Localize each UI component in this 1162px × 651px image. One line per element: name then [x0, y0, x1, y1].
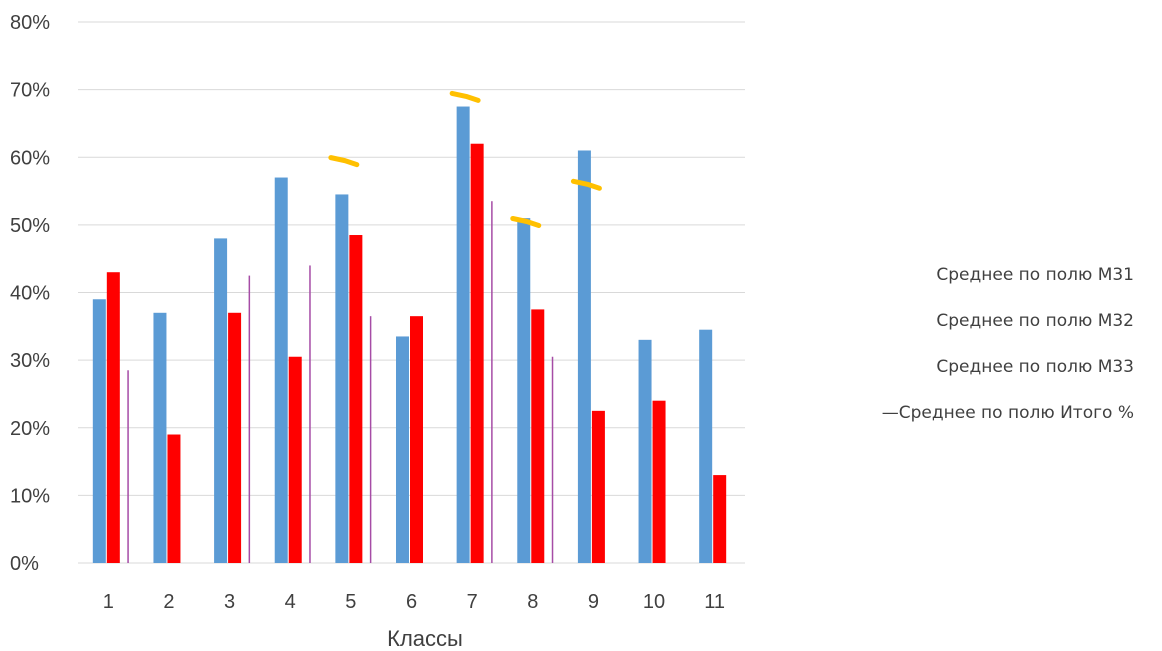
bar-1-9 — [577, 150, 591, 564]
total-line-segment-7 — [449, 90, 481, 103]
bar-1-4 — [274, 177, 288, 563]
legend: Среднее по полю М31 Среднее по полю М32 … — [882, 252, 1134, 436]
x-tick-label: 6 — [406, 591, 417, 613]
legend-item-total: —Среднее по полю Итого % — [881, 403, 1134, 423]
bar-2-1 — [106, 272, 120, 563]
bar-2-8 — [531, 309, 545, 563]
bar-2-3 — [228, 312, 242, 563]
total-line-segment-8 — [510, 215, 542, 228]
bar-1-3 — [214, 238, 228, 563]
x-axis-title: Классы — [387, 626, 463, 651]
x-tick-label: 8 — [527, 591, 538, 613]
x-tick-label: 10 — [643, 591, 665, 613]
bar-2-5 — [349, 235, 363, 564]
bar-3-7 — [491, 201, 493, 564]
bar-3-5 — [369, 316, 372, 563]
x-tick-label: 3 — [224, 591, 235, 613]
bar-1-8 — [517, 218, 531, 564]
legend-item-m33: Среднее по полю М33 — [936, 357, 1134, 377]
bars — [92, 106, 727, 564]
total-line-segment-5 — [328, 155, 360, 168]
y-axis-ticks: 0% 10% 20% 30% 40% 50% 60% 70% 80% — [10, 12, 50, 575]
bar-2-9 — [591, 410, 605, 563]
x-tick-label: 5 — [345, 591, 356, 613]
bar-1-6 — [396, 336, 409, 563]
total-line-segment-9 — [570, 178, 602, 191]
y-tick-label: 60% — [10, 147, 50, 169]
bar-1-10 — [638, 339, 652, 563]
bar-1-2 — [153, 312, 167, 563]
y-tick-label: 50% — [10, 215, 50, 237]
x-tick-label: 4 — [285, 591, 296, 613]
bar-1-1 — [92, 299, 106, 563]
x-tick-label: 11 — [704, 591, 725, 613]
bar-2-11 — [713, 475, 727, 563]
y-tick-label: 70% — [10, 80, 50, 102]
bar-2-6 — [410, 316, 423, 563]
y-tick-label: 80% — [10, 12, 50, 34]
bar-1-7 — [456, 106, 470, 563]
bar-2-4 — [288, 356, 302, 563]
y-tick-label: 40% — [10, 283, 50, 305]
bar-2-7 — [470, 143, 484, 563]
bar-2-2 — [167, 434, 181, 563]
bar-3-3 — [248, 275, 251, 563]
bar-1-11 — [699, 329, 713, 563]
x-tick-label: 1 — [103, 591, 114, 613]
y-tick-label: 30% — [10, 350, 50, 372]
x-tick-label: 7 — [467, 591, 478, 613]
x-tick-label: 2 — [163, 591, 174, 613]
gridlines — [78, 21, 745, 564]
total-line — [328, 90, 602, 228]
bar-2-10 — [652, 400, 666, 563]
x-axis-ticks: 1 2 3 4 5 6 7 8 9 10 11 — [103, 591, 725, 613]
bar-3-1 — [127, 370, 129, 563]
legend-item-m31: Среднее по полю М31 — [936, 265, 1134, 285]
y-tick-label: 10% — [10, 485, 50, 507]
bar-3-8 — [551, 356, 554, 563]
bar-3-4 — [309, 265, 311, 563]
bar-1-5 — [335, 194, 349, 563]
legend-item-m32: Среднее по полю М32 — [936, 311, 1134, 331]
x-tick-label: 9 — [588, 591, 599, 613]
y-tick-label: 20% — [10, 418, 50, 440]
y-tick-label: 0% — [10, 553, 39, 575]
